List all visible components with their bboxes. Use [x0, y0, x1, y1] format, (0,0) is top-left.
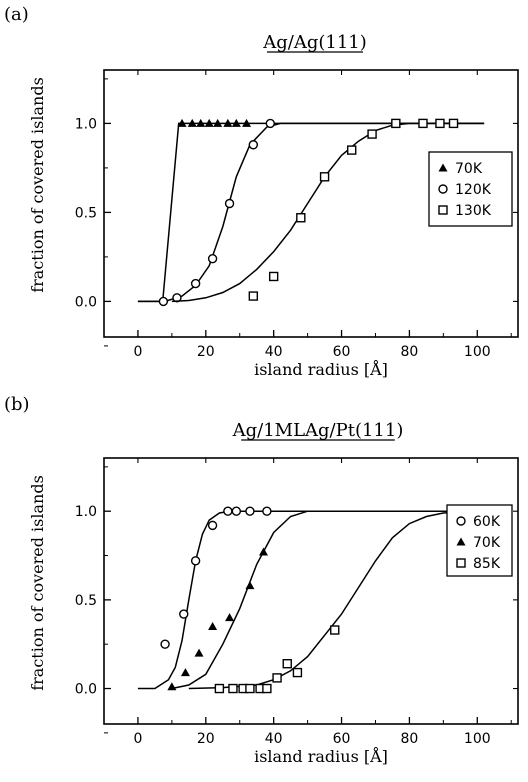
x-tick-label: 60: [333, 731, 351, 747]
x-tick-label: 20: [197, 731, 215, 747]
legend-marker-70K: [456, 537, 466, 546]
data-point-130K: [448, 118, 459, 129]
x-tick-label: 80: [400, 344, 418, 360]
data-point-60K: [207, 520, 218, 531]
data-point-70K: [208, 621, 218, 630]
data-point-60K: [190, 556, 201, 566]
data-point-120K: [248, 140, 259, 150]
legend-label: 130K: [455, 203, 492, 219]
fit-curve-85K: [188, 510, 485, 690]
legend-label: 70K: [473, 535, 501, 551]
legend-marker-60K: [456, 516, 466, 526]
data-point-120K: [158, 296, 169, 307]
data-point-60K: [223, 506, 233, 516]
y-tick-label: 0.5: [75, 205, 97, 221]
data-point-60K: [160, 639, 170, 649]
legend-label: 120K: [455, 182, 492, 198]
legend-marker-85K: [456, 558, 466, 568]
data-point-60K: [231, 506, 242, 516]
x-axis-label: island radius [Å]: [254, 746, 388, 766]
x-tick-label: 80: [400, 731, 418, 747]
data-point-70K: [180, 668, 190, 677]
x-axis-label: island radius [Å]: [254, 359, 388, 379]
data-point-85K: [245, 683, 255, 694]
data-point-130K: [418, 118, 428, 129]
legend-marker-130K: [438, 205, 448, 215]
plot-frame: [103, 69, 519, 338]
data-point-70K: [242, 118, 252, 127]
data-point-70K: [225, 613, 235, 622]
data-point-60K: [179, 609, 189, 619]
data-point-70K: [231, 118, 241, 127]
data-point-120K: [190, 278, 201, 289]
data-point-60K: [245, 506, 255, 516]
x-tick-label: 40: [265, 344, 283, 360]
legend-marker-120K: [438, 184, 448, 194]
data-point-70K: [196, 118, 206, 127]
data-point-130K: [391, 118, 401, 129]
data-point-130K: [296, 213, 306, 223]
data-point-70K: [223, 118, 233, 127]
data-point-130K: [248, 291, 259, 301]
data-point-70K: [213, 118, 223, 127]
x-tick-label: 20: [197, 344, 215, 360]
data-point-70K: [167, 682, 177, 691]
data-point-85K: [214, 683, 225, 694]
x-tick-label: 0: [133, 731, 142, 747]
data-point-70K: [245, 581, 255, 590]
x-tick-label: 100: [464, 344, 491, 360]
fit-curve-60K: [137, 510, 485, 690]
data-point-130K: [367, 129, 377, 139]
data-point-85K: [282, 659, 292, 669]
data-point-85K: [330, 625, 340, 635]
x-tick-label: 100: [464, 731, 491, 747]
data-point-70K: [258, 547, 268, 556]
data-point-70K: [187, 118, 197, 127]
legend-marker-70K: [438, 163, 448, 172]
data-point-120K: [224, 198, 235, 209]
y-tick-label: 0.0: [75, 294, 97, 310]
fit-curve-70K: [171, 510, 485, 690]
data-point-120K: [265, 118, 275, 129]
y-tick-label: 0.0: [75, 682, 97, 698]
legend-label: 85K: [473, 556, 501, 572]
chart-title: Ag/Ag(111): [262, 32, 367, 53]
plot-frame: [103, 457, 519, 725]
y-tick-label: 0.5: [75, 593, 97, 609]
data-point-130K: [319, 172, 330, 182]
y-tick-label: 1.0: [75, 504, 97, 520]
x-tick-label: 60: [333, 344, 351, 360]
data-point-70K: [204, 118, 214, 127]
data-point-85K: [228, 683, 238, 694]
y-tick-label: 1.0: [75, 116, 97, 132]
chart-title: Ag/1MLAg/Pt(111): [232, 420, 404, 441]
data-point-85K: [262, 683, 272, 694]
data-point-120K: [207, 253, 218, 264]
data-point-60K: [262, 506, 272, 516]
y-axis-label: fraction of covered islands: [28, 475, 47, 691]
panel-label: (b): [4, 394, 30, 415]
data-point-85K: [292, 667, 303, 678]
data-point-70K: [194, 648, 204, 657]
x-tick-label: 0: [133, 344, 142, 360]
data-point-130K: [347, 145, 357, 155]
data-point-130K: [268, 271, 279, 282]
panel-label: (a): [4, 4, 29, 25]
data-point-130K: [435, 118, 445, 129]
data-point-70K: [177, 118, 187, 127]
data-point-85K: [272, 673, 282, 683]
legend-label: 60K: [473, 514, 501, 530]
y-axis-label: fraction of covered islands: [28, 77, 47, 293]
x-tick-label: 40: [265, 731, 283, 747]
legend-label: 70K: [455, 161, 483, 177]
